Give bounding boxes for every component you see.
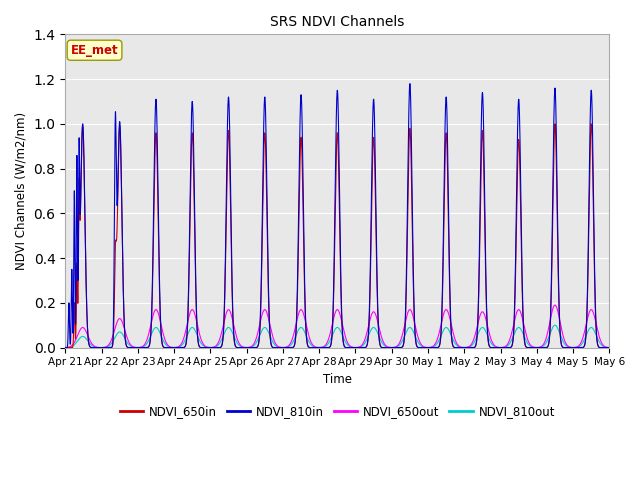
- NDVI_650in: [604, 345, 611, 350]
- NDVI_650in: [605, 345, 613, 350]
- NDVI_650in: [413, 342, 420, 348]
- NDVI_650out: [490, 342, 497, 348]
- NDVI_650in: [490, 345, 497, 350]
- X-axis label: Time: Time: [323, 373, 352, 386]
- Line: NDVI_650out: NDVI_650out: [65, 305, 609, 348]
- Line: NDVI_810out: NDVI_810out: [65, 325, 609, 348]
- NDVI_810out: [61, 345, 69, 350]
- NDVI_810in: [61, 345, 69, 350]
- NDVI_810in: [97, 345, 105, 350]
- NDVI_810out: [604, 345, 611, 350]
- NDVI_810in: [172, 345, 180, 350]
- Line: NDVI_650in: NDVI_650in: [65, 124, 609, 348]
- NDVI_810in: [490, 345, 497, 350]
- NDVI_810in: [605, 345, 613, 350]
- NDVI_810out: [178, 342, 186, 348]
- NDVI_810in: [265, 307, 273, 313]
- NDVI_810in: [604, 345, 611, 350]
- NDVI_650in: [265, 312, 273, 318]
- Line: NDVI_810in: NDVI_810in: [65, 84, 609, 348]
- NDVI_650out: [604, 345, 611, 350]
- NDVI_810out: [412, 336, 420, 341]
- NDVI_650out: [172, 345, 180, 350]
- NDVI_810out: [490, 343, 497, 348]
- NDVI_650in: [172, 345, 180, 350]
- NDVI_650out: [61, 345, 69, 350]
- NDVI_650out: [412, 328, 420, 334]
- NDVI_650in: [178, 345, 186, 350]
- NDVI_650in: [61, 345, 69, 350]
- NDVI_810in: [413, 342, 420, 348]
- Y-axis label: NDVI Channels (W/m2/nm): NDVI Channels (W/m2/nm): [15, 112, 28, 270]
- NDVI_650in: [588, 121, 595, 127]
- NDVI_650out: [265, 318, 273, 324]
- Legend: NDVI_650in, NDVI_810in, NDVI_650out, NDVI_810out: NDVI_650in, NDVI_810in, NDVI_650out, NDV…: [115, 400, 560, 423]
- NDVI_650in: [97, 345, 105, 350]
- NDVI_810in: [178, 345, 186, 350]
- NDVI_810in: [406, 81, 413, 86]
- NDVI_810out: [605, 345, 613, 350]
- NDVI_650out: [605, 345, 613, 350]
- NDVI_650out: [551, 302, 559, 308]
- NDVI_810out: [551, 323, 559, 328]
- NDVI_810out: [172, 345, 180, 350]
- Title: SRS NDVI Channels: SRS NDVI Channels: [270, 15, 404, 29]
- Text: EE_met: EE_met: [70, 44, 118, 57]
- NDVI_650out: [178, 340, 186, 346]
- NDVI_810out: [265, 330, 273, 336]
